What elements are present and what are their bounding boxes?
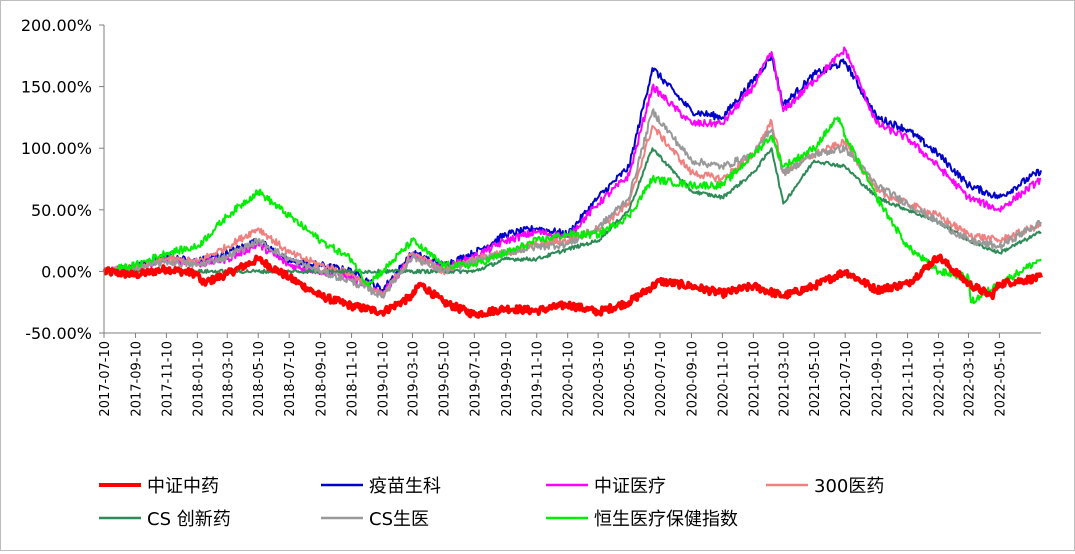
x-tick-label: 2018-07-10 [283, 341, 298, 417]
y-axis-ticks: 200.00% 150.00% 100.00% 50.00% 0.00% -50.00% [21, 16, 104, 343]
x-tick-label: 2021-11-10 [902, 341, 917, 417]
x-tick-label: 2018-11-10 [346, 341, 361, 417]
x-tick-label: 2018-01-10 [191, 341, 206, 417]
x-tick-label: 2019-09-10 [500, 341, 515, 417]
x-tick-label: 2020-09-10 [685, 341, 700, 417]
x-tick-label: 2022-03-10 [962, 341, 977, 417]
legend-label-7: 恒生医疗保健指数 [594, 509, 738, 530]
series-line-3 [103, 46, 1042, 298]
x-axis-ticks: 2017-07-10 2017-09-10 2017-11-10 2018-01-10… [98, 333, 1008, 417]
x-tick-label: 2021-09-10 [871, 341, 886, 417]
series-line-2 [103, 54, 1042, 293]
x-tick-label: 2020-01-10 [562, 341, 577, 417]
x-tick-label: 2020-11-10 [716, 341, 731, 417]
legend-label-2: 疫苗生科 [369, 476, 441, 497]
series-line-6 [103, 108, 1042, 299]
y-tick-label: 100.00% [21, 139, 92, 158]
x-tick-label: 2018-03-10 [221, 341, 236, 417]
y-tick-label: 200.00% [21, 16, 92, 35]
x-tick-label: 2022-01-10 [933, 341, 948, 417]
x-tick-label: 2019-07-10 [468, 341, 483, 417]
legend-label-6: CS生医 [369, 509, 429, 530]
x-tick-label: 2018-05-10 [252, 341, 267, 417]
y-tick-label: 150.00% [21, 78, 92, 97]
series-line-1 [102, 253, 1043, 319]
x-tick-label: 2020-07-10 [654, 341, 669, 417]
x-tick-label: 2017-09-10 [129, 341, 144, 417]
x-tick-label: 2017-07-10 [98, 341, 113, 417]
x-tick-label: 2021-05-10 [808, 341, 823, 417]
x-tick-label: 2020-03-10 [592, 341, 607, 417]
series-layer [102, 46, 1043, 319]
y-tick-label: -50.00% [25, 324, 92, 343]
y-tick-label: 0.00% [41, 262, 92, 281]
x-tick-label: 2021-07-10 [839, 341, 854, 417]
x-tick-label: 2019-05-10 [437, 341, 452, 417]
x-tick-label: 2020-05-10 [623, 341, 638, 417]
legend-label-5: CS 创新药 [147, 509, 231, 530]
y-tick-label: 50.00% [31, 201, 92, 220]
x-tick-label: 2021-03-10 [777, 341, 792, 417]
x-tick-label: 2018-09-10 [315, 341, 330, 417]
x-tick-label: 2017-11-10 [160, 341, 175, 417]
legend: 中证中药 疫苗生科 中证医疗 300医药 CS 创新药 CS生医 恒生医疗保健指数 [99, 476, 884, 530]
x-tick-label: 2021-01-10 [747, 341, 762, 417]
x-tick-label: 2019-03-10 [406, 341, 421, 417]
legend-label-1: 中证中药 [147, 476, 219, 497]
x-tick-label: 2019-01-10 [377, 341, 392, 417]
legend-label-3: 中证医疗 [594, 476, 666, 497]
x-tick-label: 2022-05-10 [993, 341, 1008, 417]
series-line-7 [103, 116, 1042, 305]
x-tick-label: 2019-11-10 [531, 341, 546, 417]
axes [103, 25, 1041, 334]
legend-label-4: 300医药 [814, 476, 884, 497]
series-line-5 [103, 147, 1042, 275]
